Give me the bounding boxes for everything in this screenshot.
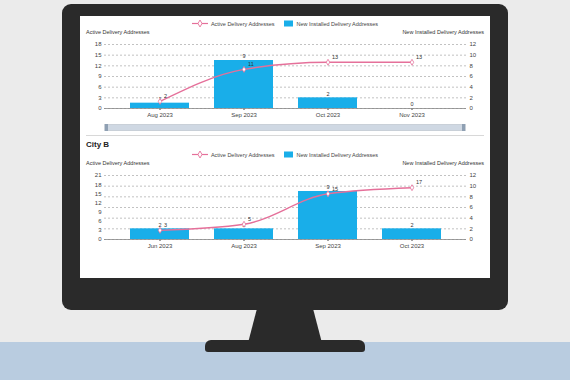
svg-text:15: 15 — [95, 191, 102, 197]
svg-text:2: 2 — [164, 93, 167, 99]
svg-text:9: 9 — [326, 184, 329, 190]
svg-text:4: 4 — [470, 215, 474, 221]
html-text:Active Delivery Addresses: Active Delivery Addresses — [210, 20, 275, 27]
svg-text:2: 2 — [410, 222, 413, 228]
svg-text:9: 9 — [98, 73, 102, 79]
svg-text:13: 13 — [332, 54, 338, 60]
svg-text:15: 15 — [332, 186, 338, 192]
svg-text:2: 2 — [470, 226, 474, 232]
svg-text:15: 15 — [95, 52, 102, 58]
svg-text:18: 18 — [95, 41, 102, 47]
svg-text:0: 0 — [98, 236, 102, 242]
svg-text:6: 6 — [470, 204, 474, 210]
svg-text:12: 12 — [95, 200, 102, 206]
svg-text:Jun 2023: Jun 2023 — [148, 243, 173, 249]
svg-text:2: 2 — [470, 95, 474, 101]
svg-text:9: 9 — [98, 209, 102, 215]
svg-text:21: 21 — [95, 172, 102, 178]
svg-text:3: 3 — [164, 222, 167, 228]
svg-text:13: 13 — [416, 54, 422, 60]
svg-text:Nov 2023: Nov 2023 — [399, 112, 425, 118]
svg-text:18: 18 — [95, 182, 102, 188]
svg-text:8: 8 — [470, 194, 474, 200]
svg-text:Aug 2023: Aug 2023 — [147, 112, 173, 118]
svg-text:0: 0 — [470, 105, 474, 111]
svg-text:9: 9 — [242, 53, 245, 59]
svg-text:3: 3 — [98, 227, 102, 233]
svg-text:0: 0 — [98, 105, 102, 111]
svg-text:0: 0 — [410, 101, 413, 107]
html-text:Active Delivery Addresses: Active Delivery Addresses — [210, 151, 275, 158]
svg-text:Oct 2023: Oct 2023 — [400, 243, 425, 249]
svg-text:Sep 2023: Sep 2023 — [315, 243, 341, 249]
svg-text:6: 6 — [98, 218, 102, 224]
svg-text:5: 5 — [248, 216, 251, 222]
svg-text:0: 0 — [470, 236, 474, 242]
svg-text:Sep 2023: Sep 2023 — [231, 112, 257, 118]
svg-text:12: 12 — [470, 172, 477, 178]
svg-text:4: 4 — [470, 84, 474, 90]
html-text:City B: City B — [86, 140, 110, 149]
svg-text:Aug 2023: Aug 2023 — [231, 243, 257, 249]
html-text:Active Delivery Addresses: Active Delivery Addresses — [86, 160, 150, 166]
svg-text:2: 2 — [326, 91, 329, 97]
svg-text:3: 3 — [98, 95, 102, 101]
html-text:New Installed Delivery Address: New Installed Delivery Addresses — [402, 29, 484, 35]
html-text:New Installed Delivery Address: New Installed Delivery Addresses — [402, 160, 484, 166]
svg-text:11: 11 — [248, 61, 254, 67]
html-text:New Installed Delivery Address: New Installed Delivery Addresses — [296, 20, 379, 27]
html-text:New Installed Delivery Address: New Installed Delivery Addresses — [296, 151, 379, 158]
svg-text:6: 6 — [98, 84, 102, 90]
svg-text:2: 2 — [158, 221, 162, 228]
svg-text:2: 2 — [242, 222, 245, 228]
svg-text:17: 17 — [416, 179, 422, 185]
svg-text:8: 8 — [470, 63, 474, 69]
svg-text:10: 10 — [470, 52, 477, 58]
svg-text:12: 12 — [470, 41, 477, 47]
svg-text:6: 6 — [470, 73, 474, 79]
svg-text:Oct 2023: Oct 2023 — [316, 112, 341, 118]
html-text:Active Delivery Addresses: Active Delivery Addresses — [86, 29, 150, 35]
svg-text:10: 10 — [470, 183, 477, 189]
svg-text:12: 12 — [95, 63, 102, 69]
